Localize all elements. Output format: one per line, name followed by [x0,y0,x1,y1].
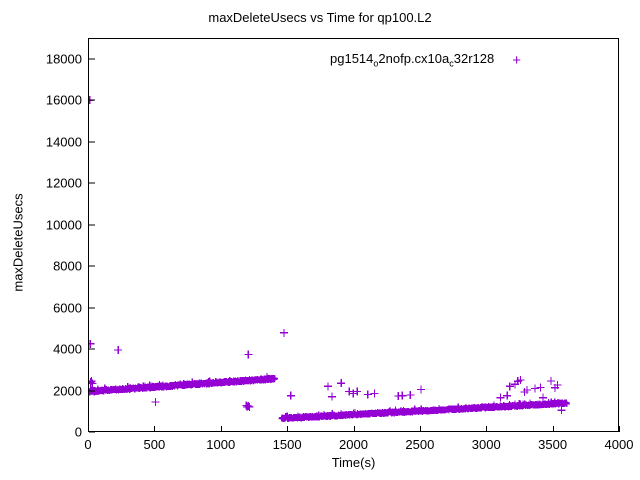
x-tick-label: 2000 [339,437,368,452]
y-tick-label: 6000 [53,300,82,316]
x-tick-label: 3000 [471,437,501,452]
y-tick-label: 4000 [53,341,82,357]
x-tick-label: 1000 [206,437,236,452]
data-points-layer [89,39,620,433]
x-tick-mark [88,426,89,432]
y-tick-label: 2000 [53,383,82,399]
x-tick-mark [419,426,421,432]
x-tick-label: 0 [84,437,92,452]
y-tick-mark [89,99,95,101]
x-tick-mark [353,426,355,432]
x-tick-mark [154,426,156,432]
y-tick-label: 16000 [45,92,82,108]
y-tick-mark [89,141,95,143]
y-tick-label: 12000 [45,175,82,191]
legend-marker-icon: + [512,51,521,69]
y-tick-label: 18000 [45,51,82,67]
y-tick-mark [89,431,95,433]
x-tick-mark [220,426,222,432]
y-tick-mark [89,348,95,350]
y-tick-label: 0 [74,424,82,440]
legend: pg1514o2nofp.cx10ac32r128 + [330,48,521,72]
y-tick-mark [89,224,95,226]
x-tick-label: 2500 [405,437,435,452]
y-tick-mark [89,265,95,267]
x-tick-label: 500 [143,437,166,452]
x-tick-label: 1500 [272,437,302,452]
legend-series-label: pg1514o2nofp.cx10ac32r128 [330,51,495,69]
plot-area [88,38,619,432]
x-tick-mark [552,426,554,432]
x-tick-mark [486,426,488,432]
y-axis-label: maxDeleteUsecs [10,193,26,292]
page-title: maxDeleteUsecs vs Time for qp100.L2 [208,10,432,25]
y-tick-mark [89,307,95,309]
y-tick-mark [89,182,95,184]
y-tick-mark [89,390,95,392]
y-tick-label: 14000 [45,134,82,150]
x-tick-label: 4000 [604,437,634,452]
x-tick-label: 3500 [538,437,568,452]
x-tick-mark [619,426,620,432]
x-tick-mark [287,426,289,432]
y-tick-label: 10000 [45,217,82,233]
y-tick-mark [89,58,95,60]
x-axis-label: Time(s) [331,455,376,470]
y-tick-label: 8000 [53,258,82,274]
scatter-series [89,96,570,423]
